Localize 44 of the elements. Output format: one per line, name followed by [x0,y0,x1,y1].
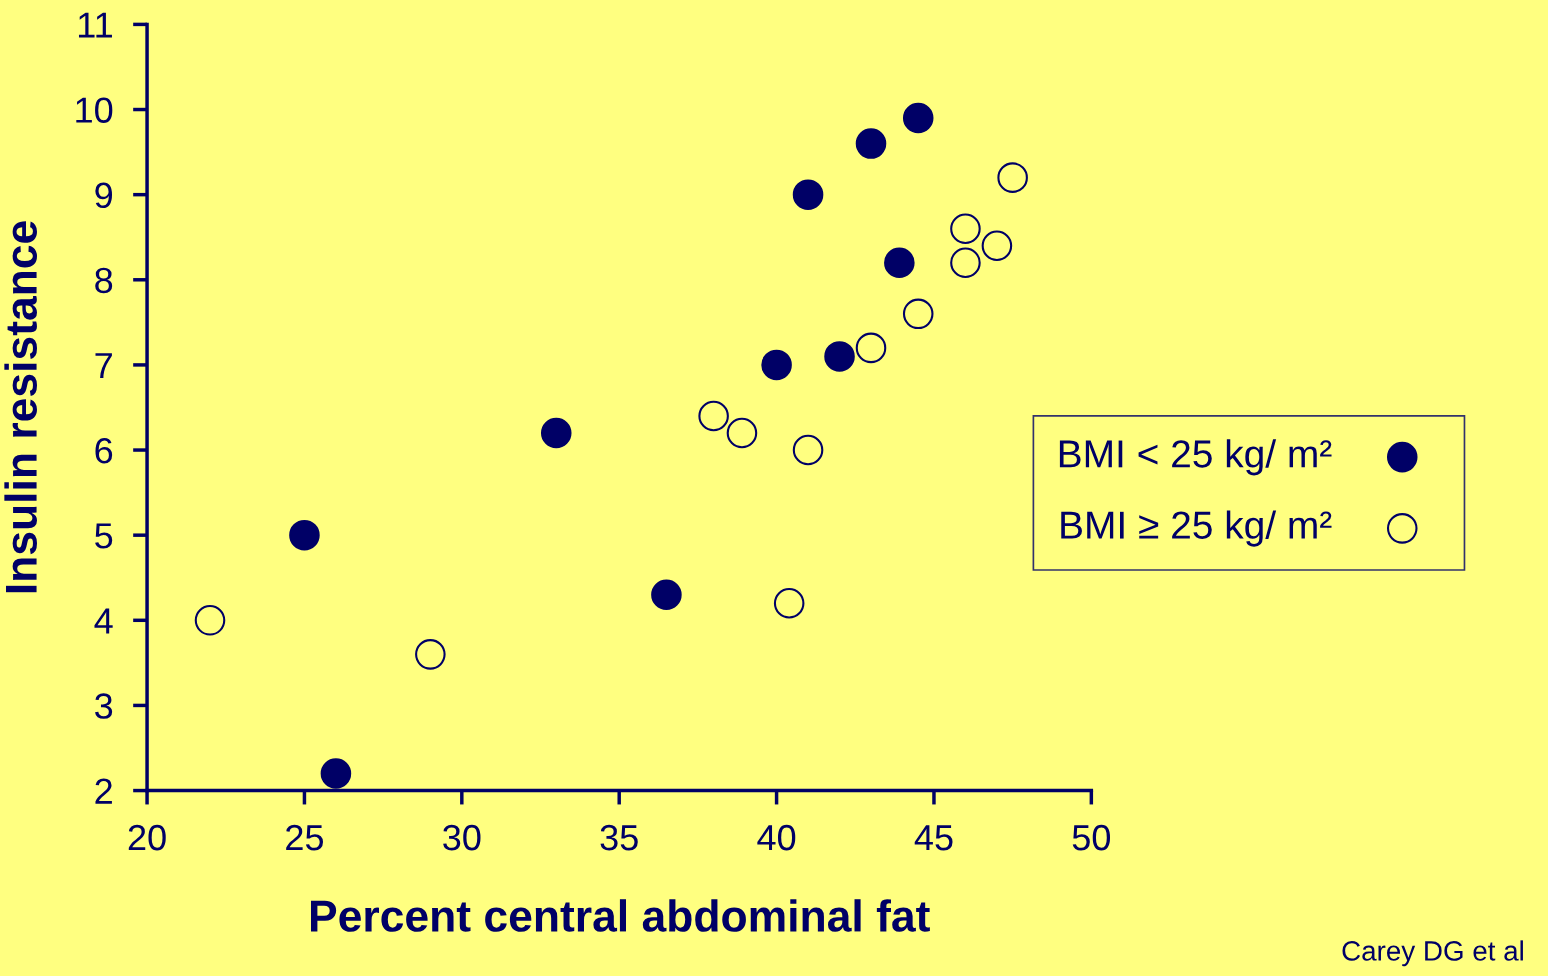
point [194,605,226,636]
x-tick-label: 25 [286,824,324,851]
point [698,400,729,432]
point [320,758,352,789]
y-tick-label: 5 [95,523,113,549]
y-tick-label: 3 [95,693,113,719]
point [415,639,446,670]
x-tick-label: 45 [914,825,953,851]
y-axis-title: Insulin resistance [4,221,37,593]
text: Carey DG et al [1342,940,1523,967]
y-tick-label: 4 [94,608,113,634]
x-tick-label: 35 [600,824,638,851]
point [855,332,887,364]
point [651,579,682,611]
point [289,519,320,551]
y-tick-label: 6 [95,437,113,464]
point [824,341,855,372]
legend-label: BMI ≥ 25 kg/ m² [1061,510,1332,547]
point [773,588,805,619]
point [950,213,981,244]
x-tick-label: 30 [443,824,481,851]
point [884,247,915,279]
point [540,417,572,449]
point [855,128,887,159]
point [761,349,792,381]
y-tick-label: 10 [76,97,113,123]
x-tick-label: 40 [757,824,796,851]
x-tick-label: 20 [128,824,166,851]
point [792,179,824,210]
point [997,162,1028,193]
point [902,298,934,330]
y-tick-label: 8 [95,267,113,294]
point [726,417,758,449]
point [902,102,934,134]
x-axis-title: Percent central abdominal fat [311,899,930,932]
point [950,247,981,279]
point [981,230,1013,262]
y-tick-label: 9 [95,182,113,209]
y-tick-label: 7 [95,353,112,378]
x-tick-label: 50 [1072,824,1111,851]
legend-label: BMI < 25 kg/ m² [1059,439,1332,476]
y-tick-label: 11 [78,12,112,38]
y-tick-label: 2 [95,778,112,804]
point [792,434,824,466]
